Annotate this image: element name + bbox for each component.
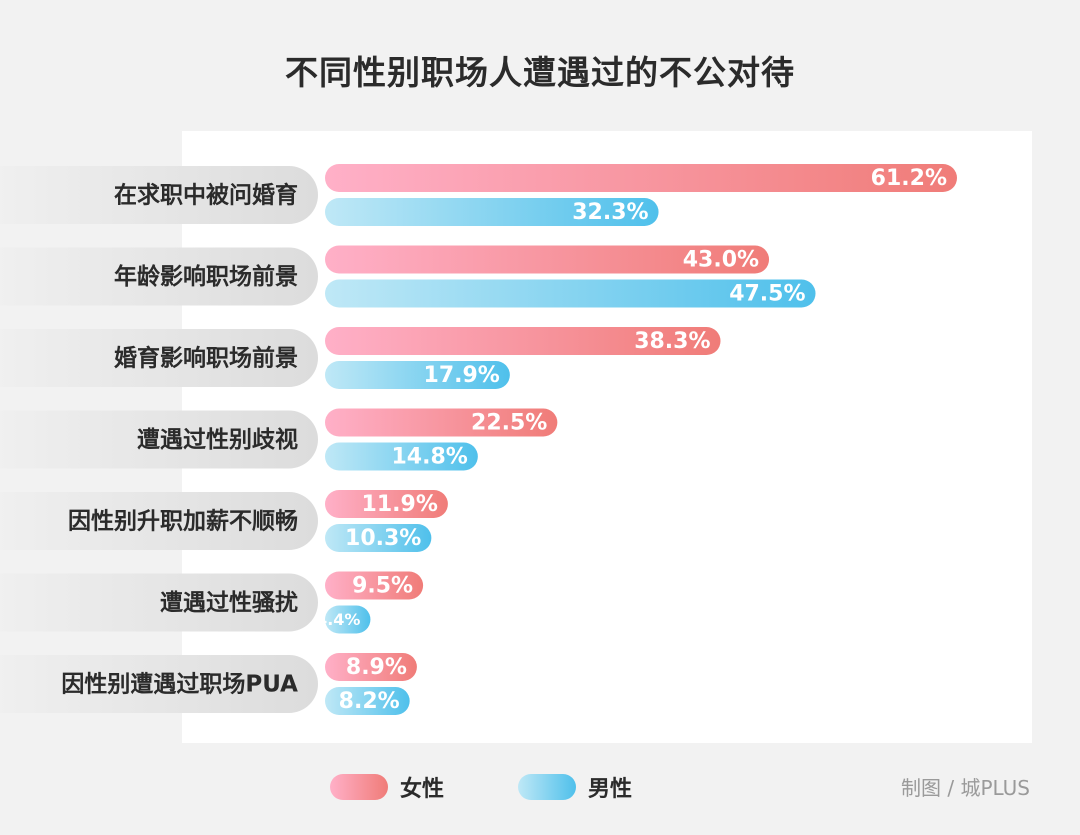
legend-male-label: 男性	[588, 777, 633, 802]
bar-male-value-label: 32.3%	[572, 200, 648, 225]
bar-male	[325, 442, 478, 471]
bar-male	[325, 605, 371, 634]
category-row: 婚育影响职场前景 38.3% 17.9%	[0, 327, 721, 389]
legend-male-swatch	[518, 774, 576, 800]
bar-female	[325, 327, 721, 355]
bar-chart: 在求职中被问婚育 61.2% 32.3% 年龄影响职场前景 43.0% 47.5% 婚育影响…	[0, 164, 957, 715]
bar-female	[325, 653, 417, 681]
category-row: 因性别遭遇过职场PUA 8.9% 8.2%	[0, 653, 417, 715]
category-label: 遭遇过性骚扰	[160, 590, 298, 616]
category-label-pill	[0, 573, 318, 632]
category-row: 年龄影响职场前景 43.0% 47.5%	[0, 245, 816, 308]
category-row: 在求职中被问婚育 61.2% 32.3%	[0, 164, 957, 226]
bar-male	[325, 524, 432, 552]
category-label: 婚育影响职场前景	[114, 345, 298, 372]
credit-text: 制图 / 城PLUS	[901, 776, 1030, 800]
category-row: 因性别升职加薪不顺畅 11.9% 10.3%	[0, 490, 448, 552]
category-label-pill	[0, 247, 318, 306]
bar-male	[325, 198, 659, 226]
bar-female	[325, 164, 957, 192]
bar-female-value-label: 9.5%	[352, 574, 413, 599]
category-label-pill	[0, 410, 318, 469]
legend-female-swatch	[330, 774, 388, 800]
bar-female	[325, 245, 770, 274]
category-row: 遭遇过性别歧视 22.5%14.8%	[0, 408, 558, 471]
category-label-pill	[0, 166, 318, 224]
category-label: 因性别升职加薪不顺畅	[68, 508, 298, 535]
bar-female	[325, 490, 448, 518]
bar-female-value-label: 38.3%	[634, 329, 710, 354]
legend-male: 男性	[518, 770, 632, 804]
category-label: 因性别遭遇过职场PUA	[61, 672, 298, 698]
category-label: 年龄影响职场前景	[114, 263, 298, 290]
chart-panel	[182, 131, 1032, 743]
bar-male-value-label: 17.9%	[424, 363, 500, 388]
category-label: 在求职中被问婚育	[114, 182, 298, 209]
bar-female-value-label: 22.5%	[471, 411, 547, 436]
category-row: 遭遇过性骚扰 9.5% 4.4%	[0, 571, 424, 634]
bar-male	[325, 279, 816, 308]
bar-female	[325, 571, 424, 600]
bar-male-value-label: 8.2%	[339, 689, 400, 714]
bar-female-value-label: 8.9%	[346, 655, 407, 680]
legend-female: 女性	[330, 770, 444, 804]
bar-male-value-label: 14.8%	[392, 445, 468, 470]
bar-female	[325, 408, 558, 437]
category-label: 遭遇过性别歧视	[137, 426, 298, 453]
bar-male-value-label: 4.4%	[316, 610, 360, 629]
category-label-pill	[0, 492, 318, 550]
legend-female-label: 女性	[400, 777, 445, 802]
bar-female-value-label: 43.0%	[683, 248, 759, 273]
category-label-pill	[0, 329, 318, 387]
bar-female-value-label: 11.9%	[362, 492, 438, 517]
bar-male	[325, 687, 410, 715]
bar-female-value-label: 61.2%	[871, 166, 947, 191]
chart-title: 不同性别职场人遭遇过的不公对待	[285, 53, 795, 92]
bar-male-value-label: 10.3%	[345, 526, 421, 551]
bar-male	[325, 361, 510, 389]
category-label-pill	[0, 655, 318, 713]
bar-male-value-label: 47.5%	[729, 282, 805, 307]
